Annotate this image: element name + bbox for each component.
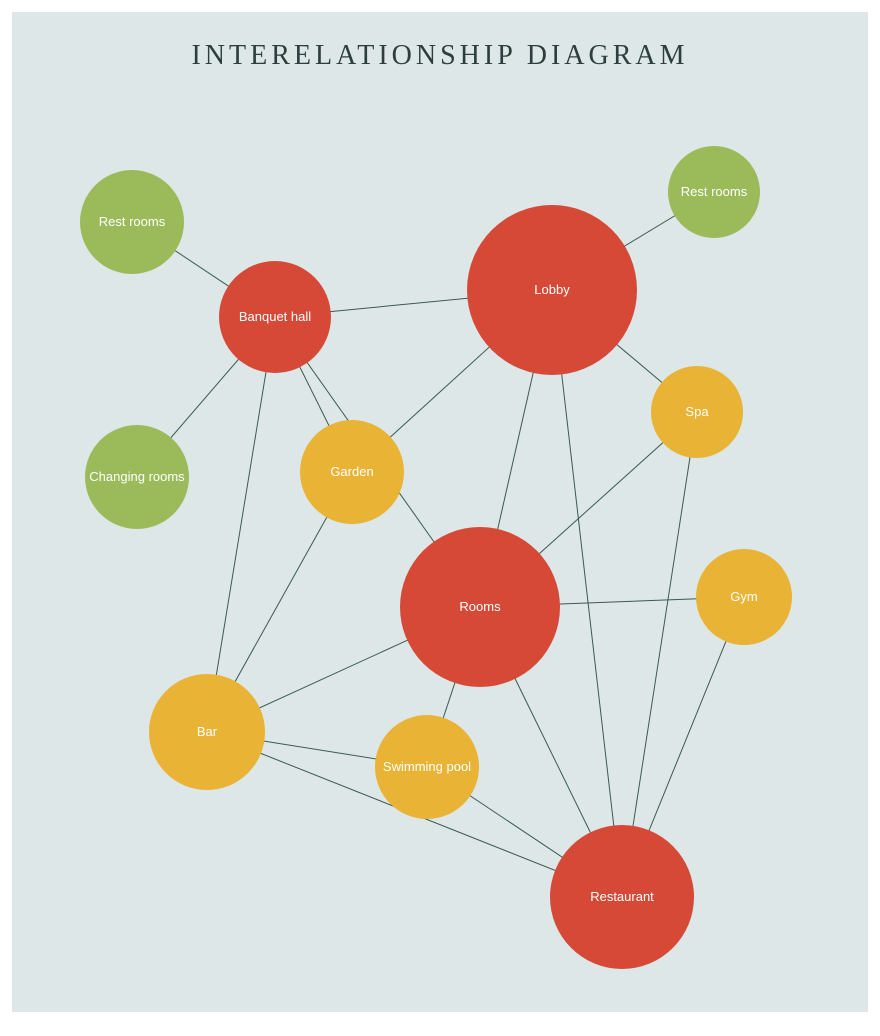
diagram-canvas: INTERELATIONSHIP DIAGRAM Rest rooms Banqu… — [12, 12, 868, 1012]
node-lobby: Lobby — [467, 205, 637, 375]
node-spa: Spa — [651, 366, 743, 458]
diagram-title: INTERELATIONSHIP DIAGRAM — [12, 40, 868, 72]
node-pool: Swimming pool — [375, 715, 479, 819]
node-restrooms2: Rest rooms — [668, 146, 760, 238]
node-rooms: Rooms — [400, 527, 560, 687]
node-changing: Changing rooms — [85, 425, 189, 529]
node-label: Gym — [730, 589, 757, 605]
edge — [207, 317, 275, 732]
node-garden: Garden — [300, 420, 404, 524]
node-label: Spa — [685, 404, 708, 420]
node-label: Banquet hall — [239, 309, 311, 325]
node-label: Swimming pool — [383, 759, 471, 775]
edge — [622, 412, 697, 897]
node-label: Garden — [330, 464, 373, 480]
node-label: Rest rooms — [681, 184, 747, 200]
node-label: Rooms — [459, 599, 500, 615]
node-gym: Gym — [696, 549, 792, 645]
node-label: Rest rooms — [99, 214, 165, 230]
edge — [552, 290, 622, 897]
node-label: Bar — [197, 724, 217, 740]
node-label: Lobby — [534, 282, 569, 298]
node-restrooms1: Rest rooms — [80, 170, 184, 274]
node-banquet: Banquet hall — [219, 261, 331, 373]
node-bar: Bar — [149, 674, 265, 790]
node-label: Restaurant — [590, 889, 654, 905]
node-label: Changing rooms — [89, 469, 184, 485]
node-restaurant: Restaurant — [550, 825, 694, 969]
